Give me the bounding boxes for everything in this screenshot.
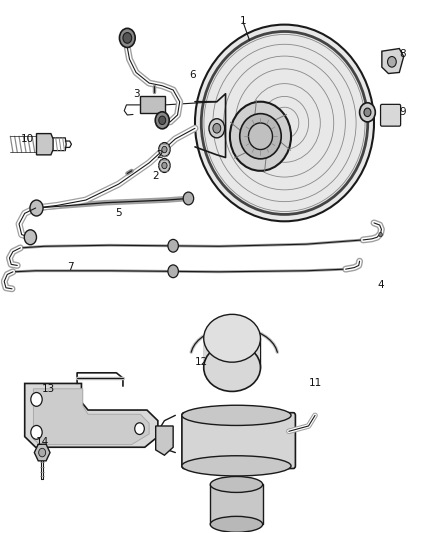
Ellipse shape bbox=[248, 123, 272, 150]
Ellipse shape bbox=[240, 114, 281, 159]
Polygon shape bbox=[382, 49, 404, 74]
Ellipse shape bbox=[204, 314, 261, 362]
Ellipse shape bbox=[182, 405, 291, 425]
Text: 13: 13 bbox=[42, 384, 55, 394]
Text: 2: 2 bbox=[157, 150, 163, 160]
Text: 14: 14 bbox=[35, 437, 49, 447]
Circle shape bbox=[162, 147, 167, 153]
Circle shape bbox=[120, 28, 135, 47]
Ellipse shape bbox=[210, 516, 263, 532]
Circle shape bbox=[24, 230, 36, 245]
Circle shape bbox=[135, 423, 145, 434]
FancyBboxPatch shape bbox=[381, 104, 401, 126]
Circle shape bbox=[183, 192, 194, 205]
Circle shape bbox=[39, 448, 46, 457]
Polygon shape bbox=[25, 383, 158, 447]
Ellipse shape bbox=[182, 456, 291, 476]
Text: 6: 6 bbox=[190, 70, 196, 80]
Circle shape bbox=[159, 159, 170, 172]
Polygon shape bbox=[33, 389, 149, 445]
Ellipse shape bbox=[210, 477, 263, 492]
Text: 4: 4 bbox=[377, 280, 384, 290]
Circle shape bbox=[31, 425, 42, 439]
Ellipse shape bbox=[230, 102, 291, 171]
Circle shape bbox=[388, 56, 396, 67]
Circle shape bbox=[364, 108, 371, 117]
Circle shape bbox=[379, 232, 382, 237]
Ellipse shape bbox=[204, 344, 261, 391]
Polygon shape bbox=[204, 338, 261, 368]
FancyBboxPatch shape bbox=[182, 413, 295, 469]
Text: 2: 2 bbox=[152, 171, 159, 181]
Text: 3: 3 bbox=[133, 88, 139, 99]
Ellipse shape bbox=[195, 25, 374, 221]
Polygon shape bbox=[140, 96, 165, 114]
Circle shape bbox=[123, 33, 132, 43]
Text: 11: 11 bbox=[308, 378, 321, 389]
Circle shape bbox=[213, 124, 221, 133]
Polygon shape bbox=[155, 426, 173, 455]
Polygon shape bbox=[36, 134, 53, 155]
Polygon shape bbox=[210, 484, 263, 524]
Text: 10: 10 bbox=[21, 134, 34, 144]
Circle shape bbox=[168, 239, 178, 252]
Text: 5: 5 bbox=[115, 208, 122, 219]
Text: 9: 9 bbox=[399, 107, 406, 117]
Text: 12: 12 bbox=[195, 357, 208, 367]
Text: 1: 1 bbox=[240, 16, 246, 26]
Text: 8: 8 bbox=[399, 49, 406, 59]
Circle shape bbox=[30, 200, 43, 216]
Circle shape bbox=[159, 143, 170, 157]
Text: 7: 7 bbox=[67, 262, 74, 271]
Circle shape bbox=[162, 163, 167, 168]
Circle shape bbox=[159, 116, 166, 125]
Circle shape bbox=[360, 103, 375, 122]
Circle shape bbox=[168, 265, 178, 278]
Circle shape bbox=[209, 119, 225, 138]
Polygon shape bbox=[34, 445, 50, 461]
Circle shape bbox=[155, 112, 169, 129]
Circle shape bbox=[31, 392, 42, 406]
